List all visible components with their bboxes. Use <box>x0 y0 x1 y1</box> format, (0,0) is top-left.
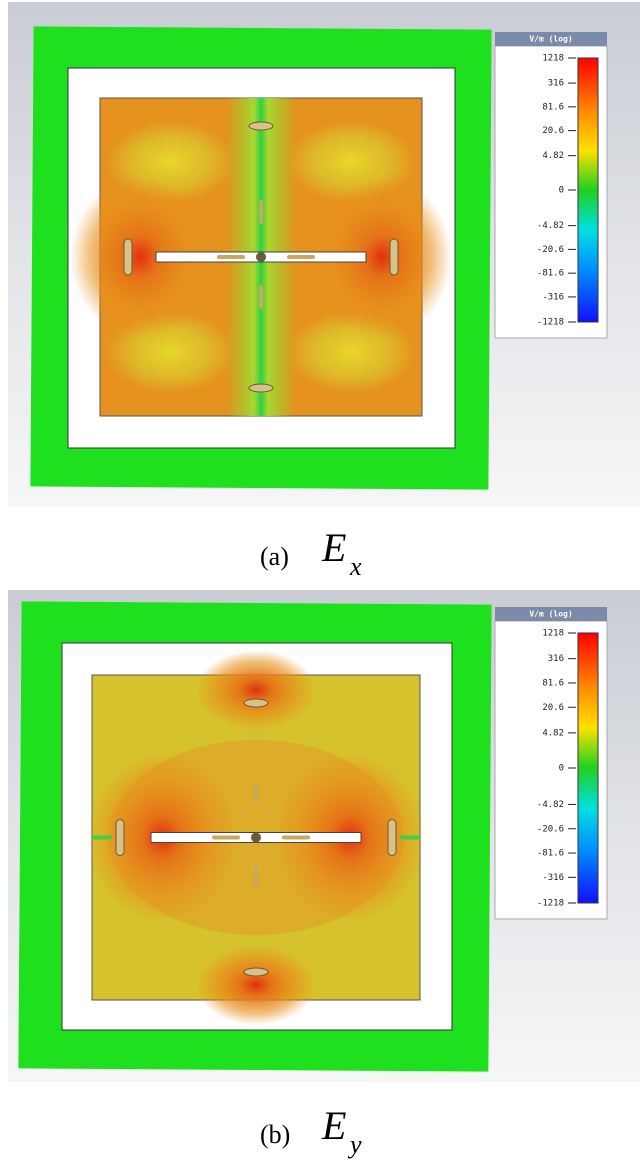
probe <box>243 967 269 977</box>
field-null-line <box>92 835 112 840</box>
colorbar-label: -316 <box>542 292 564 302</box>
caption-subscript: x <box>349 552 362 581</box>
field-plot <box>87 650 425 1025</box>
arrow <box>259 200 263 224</box>
probe <box>115 819 125 856</box>
field-hotspot <box>70 177 210 337</box>
colorbar-header <box>495 607 607 621</box>
colorbar-label: 0 <box>559 186 564 196</box>
colorbar-label: -81.6 <box>537 269 564 279</box>
arrow <box>287 255 315 259</box>
colorbar-label: -81.6 <box>537 849 564 859</box>
colorbar-label: -4.82 <box>537 800 564 810</box>
arrow <box>254 865 258 890</box>
arrow <box>217 255 245 259</box>
colorbar-label: -1218 <box>537 899 564 909</box>
field-lobe <box>196 945 316 1025</box>
colorbar-label: 316 <box>548 654 564 664</box>
probe <box>248 121 274 131</box>
colorbar-label: 0 <box>559 764 564 774</box>
colorbar-label: 20.6 <box>542 126 564 136</box>
colorbar-label: -4.82 <box>537 221 564 231</box>
colorbar-label: -1218 <box>537 318 564 328</box>
colorbar-gradient <box>577 632 599 904</box>
colorbar-label: 81.6 <box>542 678 564 688</box>
colorbar-label: -20.6 <box>537 245 564 255</box>
colorbar-label: -20.6 <box>537 824 564 834</box>
arrow <box>282 835 310 840</box>
field-lobe <box>196 650 316 730</box>
colorbar-gradient <box>577 57 599 323</box>
field-plot <box>70 97 452 417</box>
probe <box>248 383 274 393</box>
colorbar-label: 1218 <box>542 629 564 639</box>
probe <box>387 819 397 856</box>
arrow <box>259 285 263 309</box>
probe <box>243 698 269 708</box>
caption-label: (a) <box>260 542 289 571</box>
caption-label: (b) <box>260 1120 290 1149</box>
feed <box>251 832 261 843</box>
field-hotspot <box>312 177 452 337</box>
caption-symbol: E <box>321 525 346 570</box>
feed <box>256 252 266 262</box>
arrow <box>212 835 240 840</box>
caption-symbol: E <box>321 1103 346 1148</box>
colorbar-label: -316 <box>542 873 564 883</box>
colorbar-label: 81.6 <box>542 102 564 112</box>
colorbar-unit: V/m (log) <box>529 35 572 44</box>
colorbar-label: 1218 <box>542 54 564 64</box>
colorbar-unit: V/m (log) <box>529 610 572 619</box>
arrow <box>254 780 258 805</box>
probe <box>123 238 133 276</box>
colorbar-label: 4.82 <box>542 151 564 161</box>
colorbar-header <box>495 32 607 46</box>
probe <box>389 238 399 276</box>
colorbar-label: 4.82 <box>542 728 564 738</box>
field-null-line <box>400 835 420 840</box>
caption-subscript: y <box>347 1130 362 1159</box>
colorbar-label: 316 <box>548 79 564 89</box>
colorbar-label: 20.6 <box>542 703 564 713</box>
